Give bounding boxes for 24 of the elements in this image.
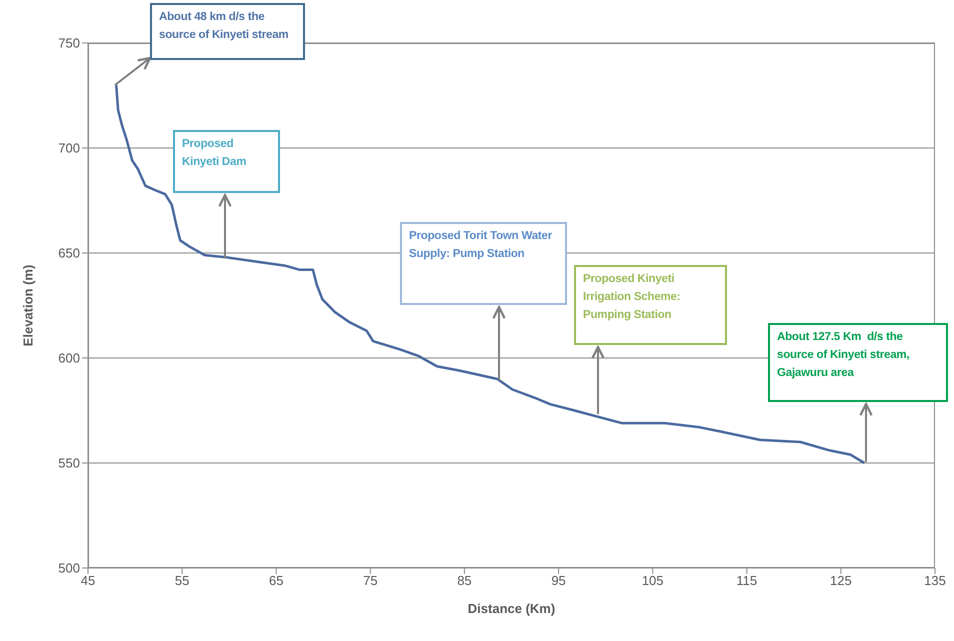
x-tick-label: 135 [924,573,946,588]
x-tick-label: 65 [268,573,284,588]
x-tick-label: 45 [80,573,96,588]
y-tick-label: 700 [58,140,80,156]
callout-box: About 127.5 Km d/s the source of Kinyeti stream, Gajawuru area [768,323,948,402]
x-axis-title: Distance (Km) [468,601,556,616]
x-tick-label: 105 [642,573,664,588]
x-tick-label: 85 [457,573,472,588]
callout-box: Proposed Kinyeti Irrigation Scheme: Pumping Station [574,265,727,345]
y-tick-label: 750 [58,36,80,51]
y-tick-label: 550 [58,456,80,471]
callout-box: About 48 km d/s the source of Kinyeti stream [150,3,305,60]
callout-box: Proposed Torit Town Water Supply: Pump Station [400,222,567,305]
x-tick-label: 75 [363,573,378,588]
callout-box: Proposed Kinyeti Dam [173,130,280,193]
x-tick-label: 95 [551,573,566,588]
y-tick-label: 500 [58,560,80,576]
y-axis-title: Elevation (m) [20,264,36,346]
x-tick-label: 125 [830,573,852,588]
x-tick-label: 115 [736,573,758,588]
y-tick-label: 650 [58,246,80,261]
x-tick-label: 55 [174,573,190,588]
line-series [114,84,866,464]
y-tick-label: 600 [58,350,80,366]
